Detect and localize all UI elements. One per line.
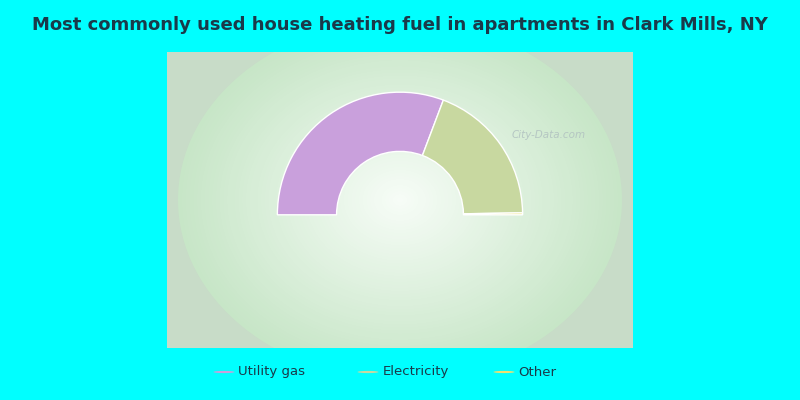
Text: Most commonly used house heating fuel in apartments in Clark Mills, NY: Most commonly used house heating fuel in…: [32, 16, 768, 34]
Ellipse shape: [186, 26, 614, 374]
Text: Utility gas: Utility gas: [238, 366, 306, 378]
Ellipse shape: [283, 106, 517, 294]
Ellipse shape: [265, 90, 535, 310]
Ellipse shape: [358, 166, 442, 234]
FancyBboxPatch shape: [167, 52, 633, 348]
Ellipse shape: [389, 191, 411, 209]
Ellipse shape: [234, 66, 566, 334]
Ellipse shape: [310, 127, 490, 273]
Ellipse shape: [325, 139, 475, 261]
Ellipse shape: [279, 102, 521, 298]
Ellipse shape: [355, 164, 445, 236]
Ellipse shape: [306, 124, 494, 276]
Ellipse shape: [351, 160, 449, 240]
Ellipse shape: [347, 157, 453, 243]
Text: Other: Other: [518, 366, 557, 378]
Ellipse shape: [254, 81, 546, 319]
Ellipse shape: [329, 142, 471, 258]
Ellipse shape: [340, 151, 460, 249]
Ellipse shape: [396, 197, 404, 203]
Ellipse shape: [250, 78, 550, 322]
Ellipse shape: [374, 179, 426, 221]
Ellipse shape: [378, 182, 422, 218]
Ellipse shape: [362, 170, 438, 230]
Ellipse shape: [197, 36, 603, 364]
Ellipse shape: [230, 63, 570, 337]
Ellipse shape: [227, 60, 573, 340]
Ellipse shape: [393, 194, 407, 206]
Ellipse shape: [494, 371, 514, 373]
Ellipse shape: [190, 30, 610, 370]
Ellipse shape: [294, 115, 506, 285]
Ellipse shape: [268, 93, 532, 307]
Ellipse shape: [381, 185, 419, 215]
Ellipse shape: [318, 133, 482, 267]
Ellipse shape: [201, 38, 599, 362]
Ellipse shape: [287, 109, 513, 291]
Ellipse shape: [314, 130, 486, 270]
Ellipse shape: [204, 42, 596, 358]
Wedge shape: [422, 100, 522, 214]
Ellipse shape: [178, 20, 622, 380]
Ellipse shape: [272, 96, 528, 304]
Ellipse shape: [385, 188, 415, 212]
Ellipse shape: [336, 148, 464, 252]
Ellipse shape: [276, 100, 524, 300]
Ellipse shape: [261, 87, 539, 313]
Ellipse shape: [302, 121, 498, 279]
Ellipse shape: [291, 112, 509, 288]
Ellipse shape: [219, 54, 581, 346]
Ellipse shape: [238, 69, 562, 331]
Ellipse shape: [223, 57, 577, 343]
Ellipse shape: [212, 48, 588, 352]
Wedge shape: [278, 92, 443, 215]
Ellipse shape: [332, 145, 468, 255]
Text: Electricity: Electricity: [382, 366, 449, 378]
Ellipse shape: [242, 72, 558, 328]
Ellipse shape: [298, 118, 502, 282]
Ellipse shape: [321, 136, 479, 264]
Ellipse shape: [366, 172, 434, 228]
Ellipse shape: [214, 371, 234, 373]
Ellipse shape: [246, 75, 554, 325]
Wedge shape: [463, 213, 522, 215]
Ellipse shape: [370, 176, 430, 224]
Text: City-Data.com: City-Data.com: [512, 130, 586, 140]
Ellipse shape: [343, 154, 457, 246]
Ellipse shape: [257, 84, 543, 316]
Ellipse shape: [358, 371, 378, 373]
Ellipse shape: [208, 45, 592, 355]
Ellipse shape: [182, 23, 618, 377]
Ellipse shape: [216, 51, 584, 349]
Ellipse shape: [193, 32, 607, 368]
